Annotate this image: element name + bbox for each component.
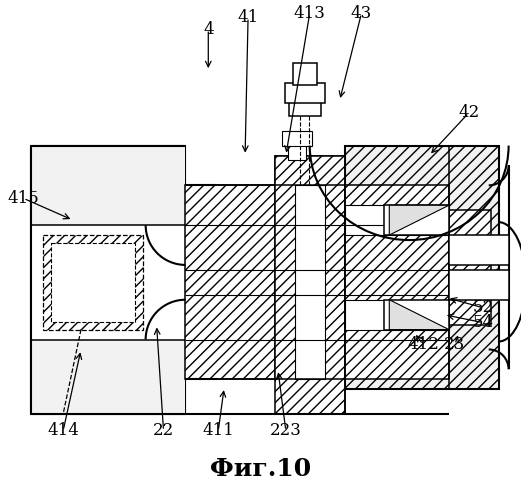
- Bar: [31, 146, 185, 225]
- Text: 52: 52: [472, 299, 493, 316]
- Text: 414: 414: [47, 422, 79, 440]
- Text: 54: 54: [472, 314, 493, 331]
- Text: 22: 22: [153, 422, 174, 440]
- Polygon shape: [389, 300, 449, 330]
- Text: 42: 42: [458, 104, 480, 122]
- Text: 4: 4: [203, 20, 213, 38]
- Text: 415: 415: [7, 190, 39, 207]
- Text: 23: 23: [444, 336, 466, 353]
- Bar: [295, 186, 325, 380]
- Text: 411: 411: [203, 422, 234, 440]
- Bar: [384, 205, 449, 235]
- Bar: [275, 156, 345, 414]
- Text: 41: 41: [238, 9, 259, 26]
- Text: Фиг.10: Фиг.10: [210, 457, 312, 481]
- Text: 43: 43: [351, 5, 372, 22]
- Bar: [31, 340, 185, 414]
- Bar: [345, 186, 449, 380]
- Text: 412: 412: [407, 336, 439, 353]
- Bar: [289, 101, 321, 116]
- Bar: [282, 130, 312, 146]
- Bar: [449, 235, 508, 265]
- Bar: [293, 63, 317, 85]
- Text: 223: 223: [270, 422, 302, 440]
- Bar: [449, 210, 491, 324]
- Polygon shape: [389, 205, 449, 235]
- Bar: [31, 225, 185, 340]
- Bar: [43, 235, 143, 330]
- Bar: [288, 140, 306, 160]
- Bar: [185, 186, 275, 380]
- Bar: [51, 243, 135, 322]
- Bar: [384, 300, 449, 330]
- Bar: [345, 300, 449, 330]
- Bar: [449, 270, 508, 300]
- Text: 413: 413: [294, 5, 326, 22]
- Bar: [345, 205, 449, 235]
- Bar: [31, 146, 185, 414]
- Bar: [285, 83, 325, 103]
- Bar: [275, 156, 345, 186]
- Bar: [345, 146, 499, 389]
